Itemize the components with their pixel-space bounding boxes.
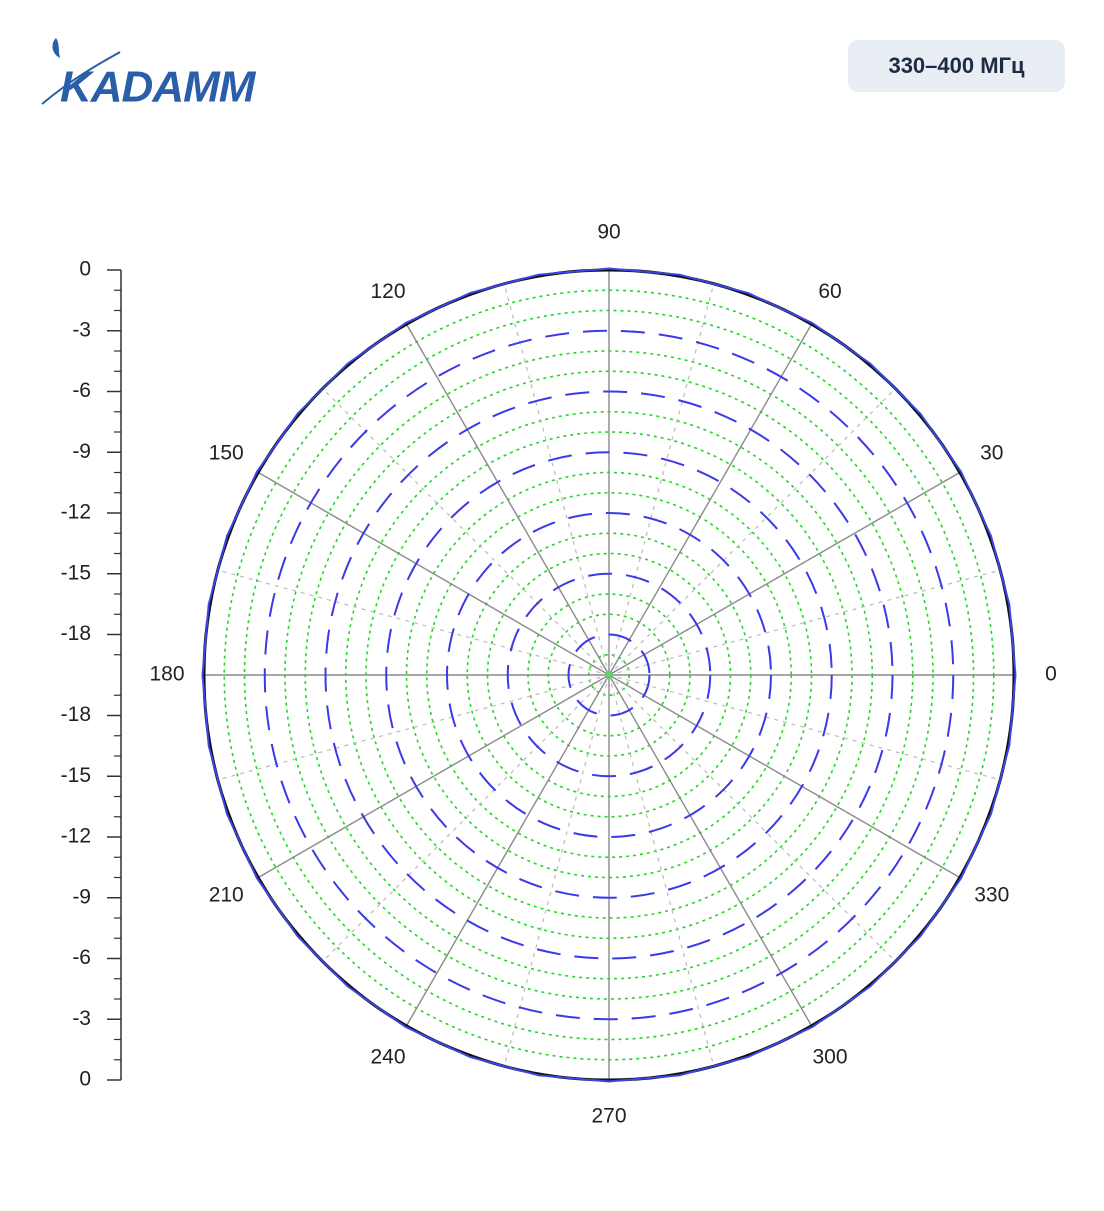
- angle-label: 30: [980, 442, 1003, 465]
- r-tick-label: -12: [61, 501, 91, 524]
- r-tick-label: -9: [72, 440, 91, 463]
- angle-minor-line: [608, 388, 896, 676]
- angle-label: 150: [209, 442, 244, 465]
- r-tick-label: -3: [72, 318, 91, 341]
- major-ring: [324, 390, 894, 960]
- pattern-line: [201, 267, 1017, 1083]
- badge: 330–400 МГц: [848, 40, 1065, 92]
- angle-label: 240: [370, 1045, 405, 1068]
- angle-label: 60: [818, 280, 841, 303]
- r-tick-label: -3: [72, 1007, 91, 1030]
- major-ring: [263, 329, 955, 1021]
- r-tick-label: 0: [79, 258, 91, 281]
- major-ring: [446, 512, 772, 838]
- angle-label: 90: [597, 221, 620, 244]
- center-dot: [605, 671, 613, 679]
- angle-label: 330: [974, 884, 1009, 907]
- r-tick-label: -9: [72, 885, 91, 908]
- r-tick-label: -18: [61, 622, 91, 645]
- angle-line: [405, 323, 610, 676]
- r-tick-label: 0: [79, 1068, 91, 1091]
- major-ring: [506, 572, 712, 778]
- angle-line: [405, 674, 610, 1027]
- angle-line: [608, 471, 961, 676]
- logo: KADAMM: [41, 38, 258, 112]
- angle-label: 270: [591, 1105, 626, 1128]
- angle-line: [608, 323, 813, 676]
- angle-label: 0: [1045, 663, 1057, 686]
- r-tick-label: -15: [61, 561, 91, 584]
- angle-label: 180: [149, 663, 184, 686]
- major-ring: [385, 451, 833, 899]
- angle-line: [608, 674, 961, 879]
- r-tick-label: -12: [61, 825, 91, 848]
- r-tick-label: -6: [72, 379, 91, 402]
- outer-ring: [202, 268, 1016, 1082]
- major-ring: [567, 633, 651, 717]
- angle-line: [257, 674, 610, 879]
- angle-label: 300: [812, 1045, 847, 1068]
- angle-label: 210: [209, 884, 244, 907]
- logo-text: KADAMM: [60, 63, 257, 112]
- r-tick-label: -15: [61, 764, 91, 787]
- r-tick-label: -6: [72, 946, 91, 969]
- angle-line: [257, 471, 610, 676]
- r-tick-label: -18: [61, 703, 91, 726]
- angle-label: 120: [370, 280, 405, 303]
- angle-line: [608, 674, 813, 1027]
